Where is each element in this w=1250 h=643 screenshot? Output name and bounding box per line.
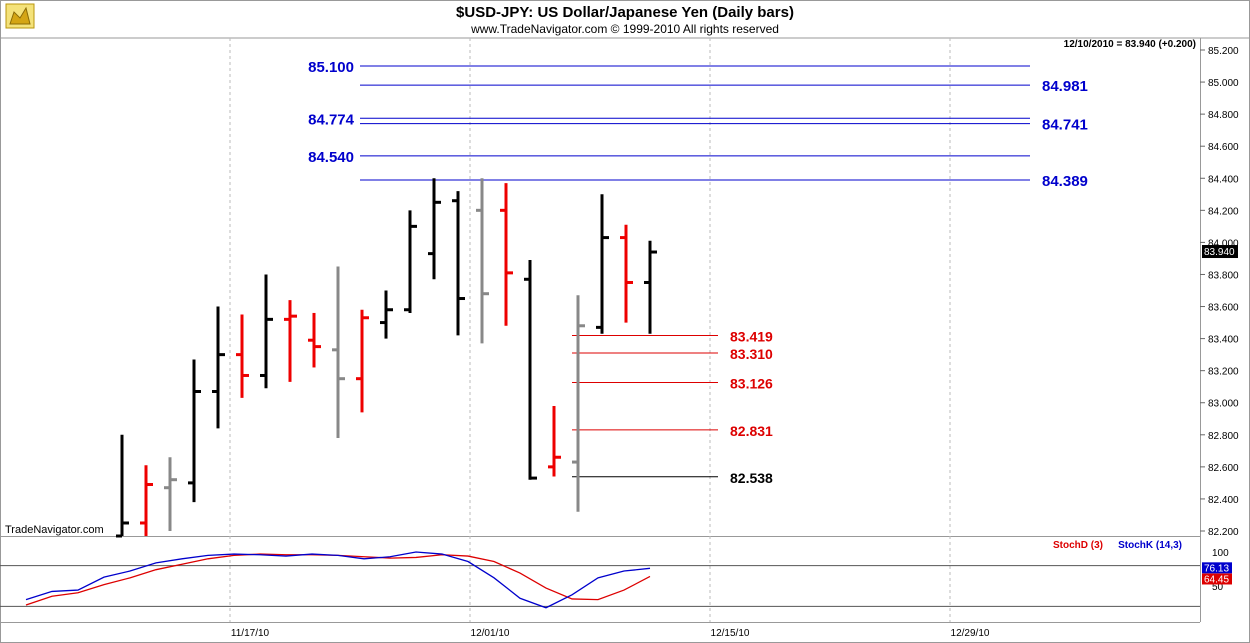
last-quote-label: 12/10/2010 = 83.940 (+0.200) <box>1064 39 1196 50</box>
ohlc-bar <box>380 290 393 339</box>
trade-navigator-logo-icon <box>5 3 35 29</box>
ohlc-bar <box>476 178 489 344</box>
date-tick-label: 12/29/10 <box>951 628 990 639</box>
price-tick-label: 84.000 <box>1208 238 1239 249</box>
stoch-series-line <box>25 551 651 609</box>
stoch-k-tag <box>1202 562 1232 574</box>
ohlc-bar <box>356 309 369 413</box>
support-resistance-levels: 85.100 84.774 84.540 84.981 84.741 84.389 83.4… <box>308 59 1088 486</box>
ohlc-bar <box>596 194 609 334</box>
ohlc-bar <box>164 457 177 531</box>
ohlc-bar <box>260 274 273 389</box>
price-tick-label: 85.000 <box>1208 78 1239 89</box>
date-tick-label: 12/01/10 <box>471 628 510 639</box>
resistance-label: 85.100 <box>308 59 354 76</box>
price-tick-label: 85.200 <box>1208 46 1239 57</box>
support-label: 82.538 <box>730 470 773 486</box>
ohlc-bar <box>236 314 249 398</box>
watermark-label: TradeNavigator.com <box>5 524 104 536</box>
legend-stoch-d: StochD (3) <box>1053 540 1103 551</box>
last-price-label: 83.940 <box>1204 247 1235 258</box>
price-axis: 85.200 85.000 84.800 84.600 84.400 84.200 84.0… <box>1200 46 1239 538</box>
ohlc-bar <box>620 224 633 323</box>
price-tick-label: 84.800 <box>1208 110 1239 121</box>
resistance-label: 84.774 <box>308 111 355 128</box>
ohlc-bar <box>644 240 657 334</box>
price-tick-label: 84.600 <box>1208 142 1239 153</box>
stoch-tick-label: 100 <box>1212 548 1229 559</box>
support-label: 82.831 <box>730 423 773 439</box>
ohlc-bar <box>188 359 201 503</box>
support-label: 83.310 <box>730 346 773 362</box>
stoch-tick-label: 50 <box>1212 582 1224 593</box>
stoch-k-value: 76.13 <box>1204 563 1229 574</box>
ohlc-bar <box>548 405 561 477</box>
resistance-label: 84.981 <box>1042 78 1088 95</box>
ohlc-bar <box>428 178 441 280</box>
resistance-label: 84.389 <box>1042 173 1088 190</box>
resistance-label: 84.741 <box>1042 117 1088 134</box>
support-label: 83.419 <box>730 329 773 345</box>
chart-subtitle: www.TradeNavigator.com © 1999-2010 All r… <box>470 22 779 36</box>
chart-title: $USD-JPY: US Dollar/Japanese Yen (Daily … <box>456 4 794 21</box>
price-tick-label: 83.200 <box>1208 367 1239 378</box>
price-tick-label: 82.600 <box>1208 463 1239 474</box>
ohlc-bar <box>140 465 153 536</box>
date-axis: 11/17/10 12/01/10 12/15/10 12/29/10 <box>231 628 990 639</box>
vertical-grid <box>229 38 951 622</box>
stoch-d-value: 64.45 <box>1204 574 1229 585</box>
price-tick-label: 84.200 <box>1208 206 1239 217</box>
price-tick-label: 82.200 <box>1208 527 1239 538</box>
ohlc-bar <box>332 266 345 439</box>
price-tick-label: 83.000 <box>1208 399 1239 410</box>
ohlc-bar <box>524 260 537 480</box>
support-label: 83.126 <box>730 376 773 392</box>
ohlc-bar <box>572 295 585 512</box>
date-tick-label: 11/17/10 <box>231 628 270 639</box>
price-tick-label: 82.800 <box>1208 431 1239 442</box>
last-price-tag: 83.940 <box>1202 245 1238 259</box>
price-tick-label: 82.400 <box>1208 495 1239 506</box>
ohlc-bar <box>308 312 321 368</box>
ohlc-bar <box>452 191 465 336</box>
date-tick-label: 12/15/10 <box>711 628 750 639</box>
stoch-d-tag <box>1202 573 1232 585</box>
legend-stoch-k: StochK (14,3) <box>1118 540 1182 551</box>
ohlc-bar <box>116 434 129 538</box>
ohlc-bar <box>404 210 417 313</box>
ohlc-bar <box>212 306 225 429</box>
price-tick-label: 83.600 <box>1208 303 1239 314</box>
resistance-label: 84.540 <box>308 149 354 166</box>
ohlc-bars <box>116 178 657 538</box>
price-tick-label: 84.400 <box>1208 174 1239 185</box>
price-tick-label: 83.800 <box>1208 270 1239 281</box>
ohlc-bar <box>284 300 297 382</box>
price-tick-label: 83.400 <box>1208 335 1239 346</box>
ohlc-bar <box>500 183 513 326</box>
